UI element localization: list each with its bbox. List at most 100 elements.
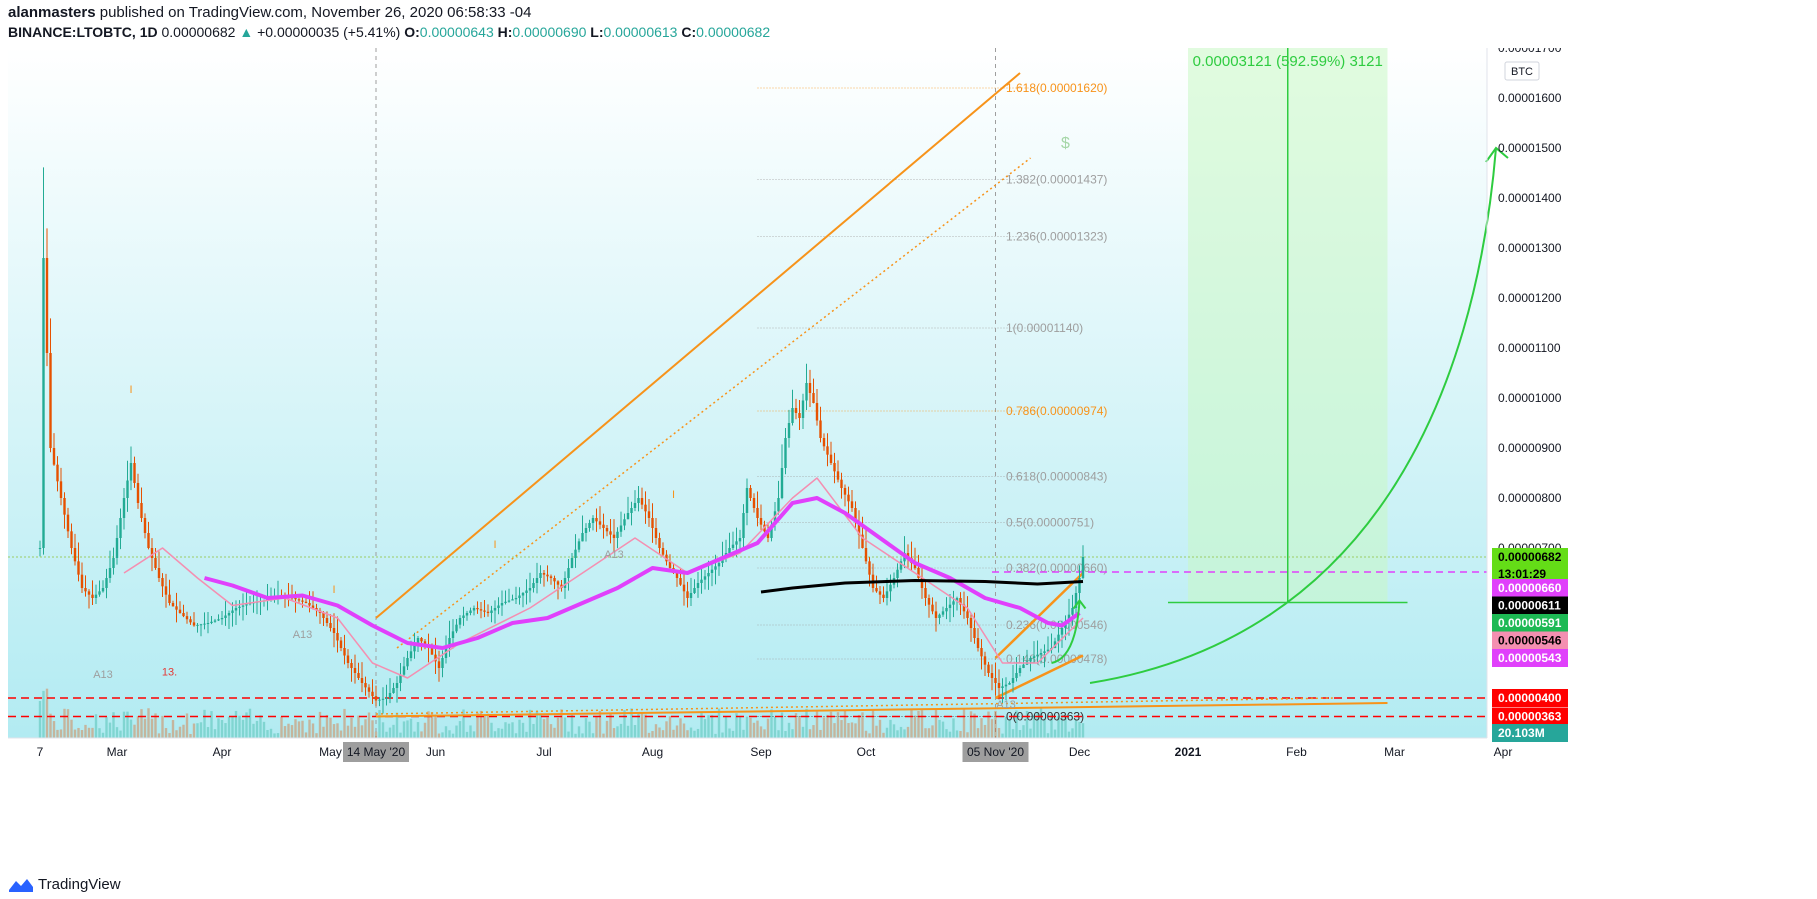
candle-body (423, 641, 427, 645)
candle-body (633, 503, 637, 508)
volume-bar (693, 730, 696, 738)
candle-body (171, 603, 175, 607)
candle-body (1008, 683, 1011, 685)
candle-body (1078, 578, 1081, 593)
candle-body (693, 588, 696, 593)
volume-bar (84, 724, 87, 738)
volume-bar (815, 711, 819, 738)
fib-level-label: 1(0.00001140) (1006, 321, 1083, 335)
candle-body (297, 599, 301, 601)
high-label: H: (497, 24, 513, 40)
candle-body (497, 605, 500, 608)
volume-bar (1015, 710, 1018, 738)
volume-bar (371, 720, 374, 738)
volume-bar (444, 726, 448, 738)
candle-body (857, 521, 861, 535)
volume-bar (745, 716, 749, 738)
volume-bar (105, 717, 108, 738)
volume-bar (969, 711, 973, 738)
volume-bar (714, 733, 717, 738)
price-tag-label: 0.00000611 (1498, 599, 1561, 613)
price-chart[interactable]: 0.00003121 (592.59%) 3121 1.618(0.000016… (0, 48, 1817, 863)
volume-bar (584, 718, 588, 738)
candle-body (371, 691, 374, 697)
volume-bar (899, 726, 903, 738)
x-axis-tick-label: Oct (857, 745, 876, 759)
candle-body (101, 588, 105, 592)
volume-bar (868, 733, 871, 738)
candle-body (784, 438, 787, 468)
candle-body (1071, 608, 1074, 615)
candle-body (143, 518, 147, 533)
volume-bar (301, 720, 304, 738)
candle-body (357, 673, 360, 678)
volume-bar (861, 712, 864, 738)
candle-body (549, 576, 553, 578)
volume-bar (777, 730, 780, 738)
volume-bar (462, 709, 465, 738)
candle-body (717, 563, 721, 567)
close-label: C: (681, 24, 697, 40)
volume-bar (357, 715, 360, 738)
volume-bar (224, 723, 227, 738)
candle-body (38, 548, 42, 549)
candle-body (528, 588, 532, 591)
candle-body (812, 393, 815, 403)
volume-bar (259, 715, 262, 738)
candle-body (196, 624, 199, 626)
fib-level-label: 1.382(0.00001437) (1006, 173, 1107, 187)
volume-bar (773, 716, 777, 738)
volume-bar (630, 708, 633, 738)
volume-bar (168, 733, 171, 738)
volume-bar (591, 733, 595, 738)
volume-bar (437, 733, 441, 738)
volume-bar (675, 725, 679, 738)
candle-body (374, 696, 378, 701)
volume-bar (581, 733, 584, 738)
candle-body (808, 383, 812, 393)
candle-body (780, 468, 784, 498)
tradingview-footer[interactable]: TradingView (8, 876, 121, 893)
author-name[interactable]: alanmasters (8, 4, 96, 21)
signal-annotation: A13 (93, 669, 113, 681)
volume-bar (553, 727, 556, 738)
y-axis-tick-label: 0.00001200 (1498, 291, 1562, 305)
symbol-label[interactable]: BINANCE:LTOBTC, 1D (8, 24, 158, 40)
volume-bar (1046, 733, 1050, 738)
volume-bar (220, 719, 224, 738)
volume-bar (780, 712, 784, 738)
candle-body (402, 666, 406, 675)
volume-bar (455, 725, 458, 738)
candle-body (938, 614, 941, 618)
volume-bar (539, 713, 542, 738)
volume-bar (448, 730, 451, 738)
candle-body (826, 446, 829, 455)
volume-bar (154, 713, 157, 738)
up-arrow-icon: ▲ (239, 24, 254, 40)
last-price: 0.00000682 (161, 24, 236, 40)
candle-body (759, 518, 763, 525)
candle-body (73, 548, 77, 562)
volume-bar (826, 714, 829, 738)
volume-bar (574, 733, 577, 738)
volume-bar (983, 724, 987, 738)
price-tag-box (1492, 689, 1568, 707)
volume-bar (857, 714, 861, 738)
candle-body (794, 408, 798, 413)
candle-body (962, 604, 966, 612)
candle-body (1060, 628, 1064, 635)
volume-bar (990, 719, 994, 738)
volume-bar (493, 731, 497, 738)
candle-body (931, 604, 934, 612)
candle-body (605, 528, 609, 532)
moving-average-slow (760, 579, 1084, 594)
candle-body (140, 503, 143, 518)
volume-bar (245, 712, 248, 738)
candle-body (532, 583, 535, 588)
volume-bar (353, 726, 357, 738)
volume-bar (87, 727, 91, 738)
volume-bar (458, 721, 462, 738)
base-support-line (375, 702, 1388, 718)
tradingview-brand: TradingView (38, 876, 121, 893)
candle-body (920, 578, 924, 588)
